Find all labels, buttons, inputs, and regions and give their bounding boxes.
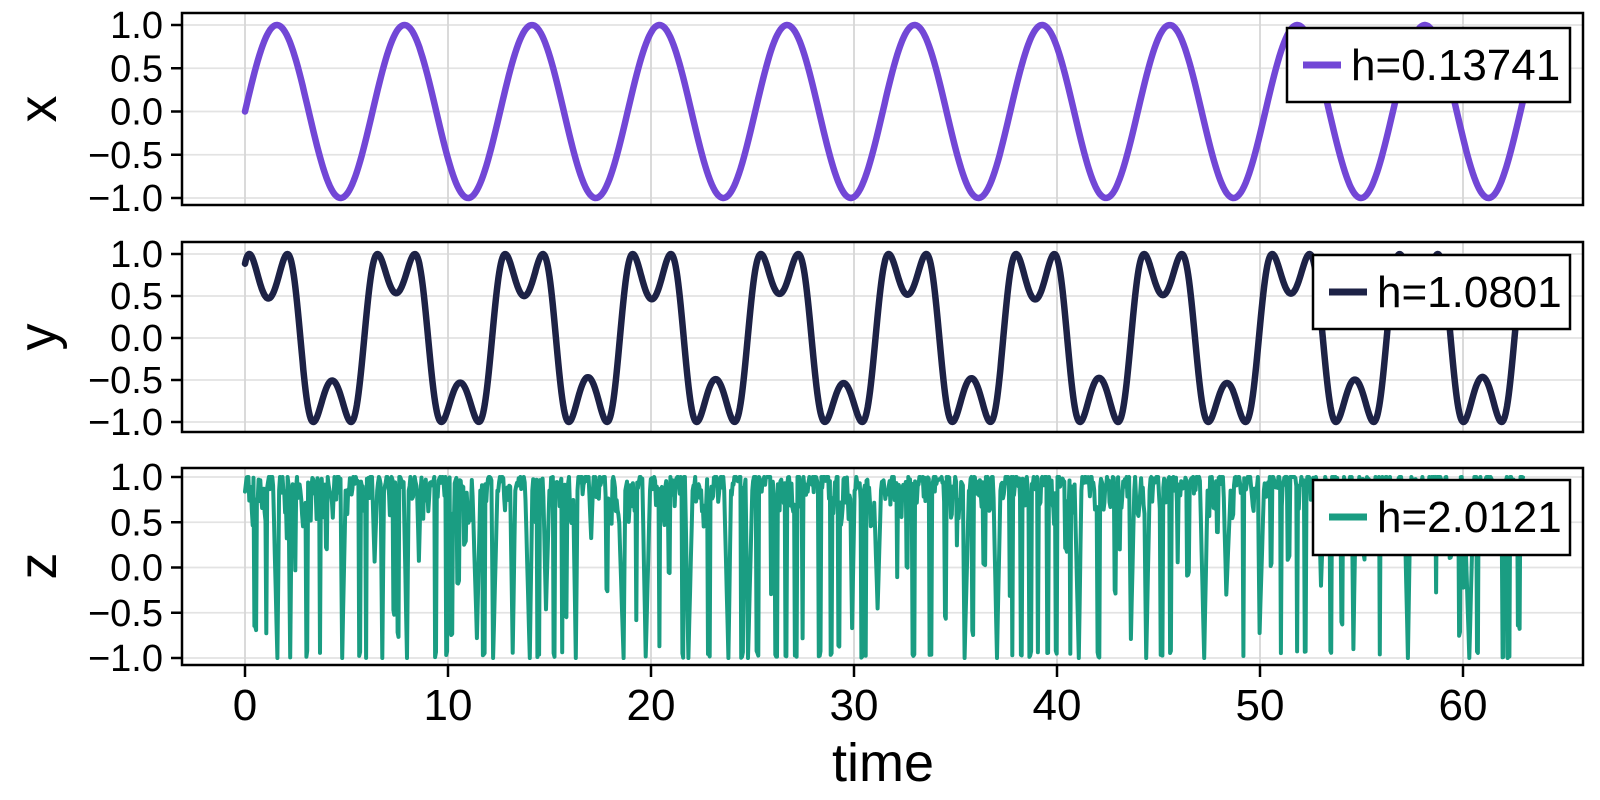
y-tick-label: 1.0 (110, 457, 163, 499)
x-axis-label: time (832, 733, 934, 793)
y-tick-label: 0.0 (110, 548, 163, 590)
x-tick-label: 0 (233, 681, 257, 730)
curve-y (241, 250, 1528, 426)
y-tick-label: −0.5 (88, 360, 163, 402)
y-tick-label: −1.0 (88, 402, 163, 444)
x-tick-label: 60 (1439, 681, 1488, 730)
legend-label: h=1.0801 (1377, 268, 1562, 317)
x-tick-label: 30 (830, 681, 879, 730)
x-tick-label: 20 (627, 681, 676, 730)
y-axis-label-y: y (8, 324, 68, 351)
x-tick-label: 10 (424, 681, 473, 730)
legend-z: h=2.0121 (1311, 478, 1572, 557)
legend-label: h=2.0121 (1377, 493, 1562, 542)
y-tick-label: 0.0 (110, 92, 163, 134)
legend-label: h=0.13741 (1351, 41, 1560, 90)
panel-y: 1.00.50.0−0.5−1.0 (88, 234, 1585, 444)
plot-border (180, 11, 1585, 207)
legend-x: h=0.13741 (1285, 26, 1572, 104)
legend-y: h=1.0801 (1311, 253, 1572, 331)
x-tick-label: 40 (1033, 681, 1082, 730)
y-axis-label-z: z (8, 553, 68, 580)
y-tick-label: −0.5 (88, 593, 163, 635)
y-tick-label: −0.5 (88, 135, 163, 177)
y-tick-label: 0.5 (110, 502, 163, 544)
y-tick-label: 0.0 (110, 318, 163, 360)
y-tick-label: −1.0 (88, 178, 163, 220)
y-tick-label: −1.0 (88, 638, 163, 680)
y-tick-label: 0.5 (110, 276, 163, 318)
curve-z (243, 475, 1525, 660)
x-tick-label: 50 (1236, 681, 1285, 730)
y-tick-label: 1.0 (110, 5, 163, 47)
y-tick-label: 0.5 (110, 48, 163, 90)
y-tick-label: 1.0 (110, 234, 163, 276)
y-axis-label-x: x (8, 96, 68, 123)
panel-z: 1.00.50.0−0.5−1.0 0 10 20 30 40 50 60 (88, 457, 1585, 730)
